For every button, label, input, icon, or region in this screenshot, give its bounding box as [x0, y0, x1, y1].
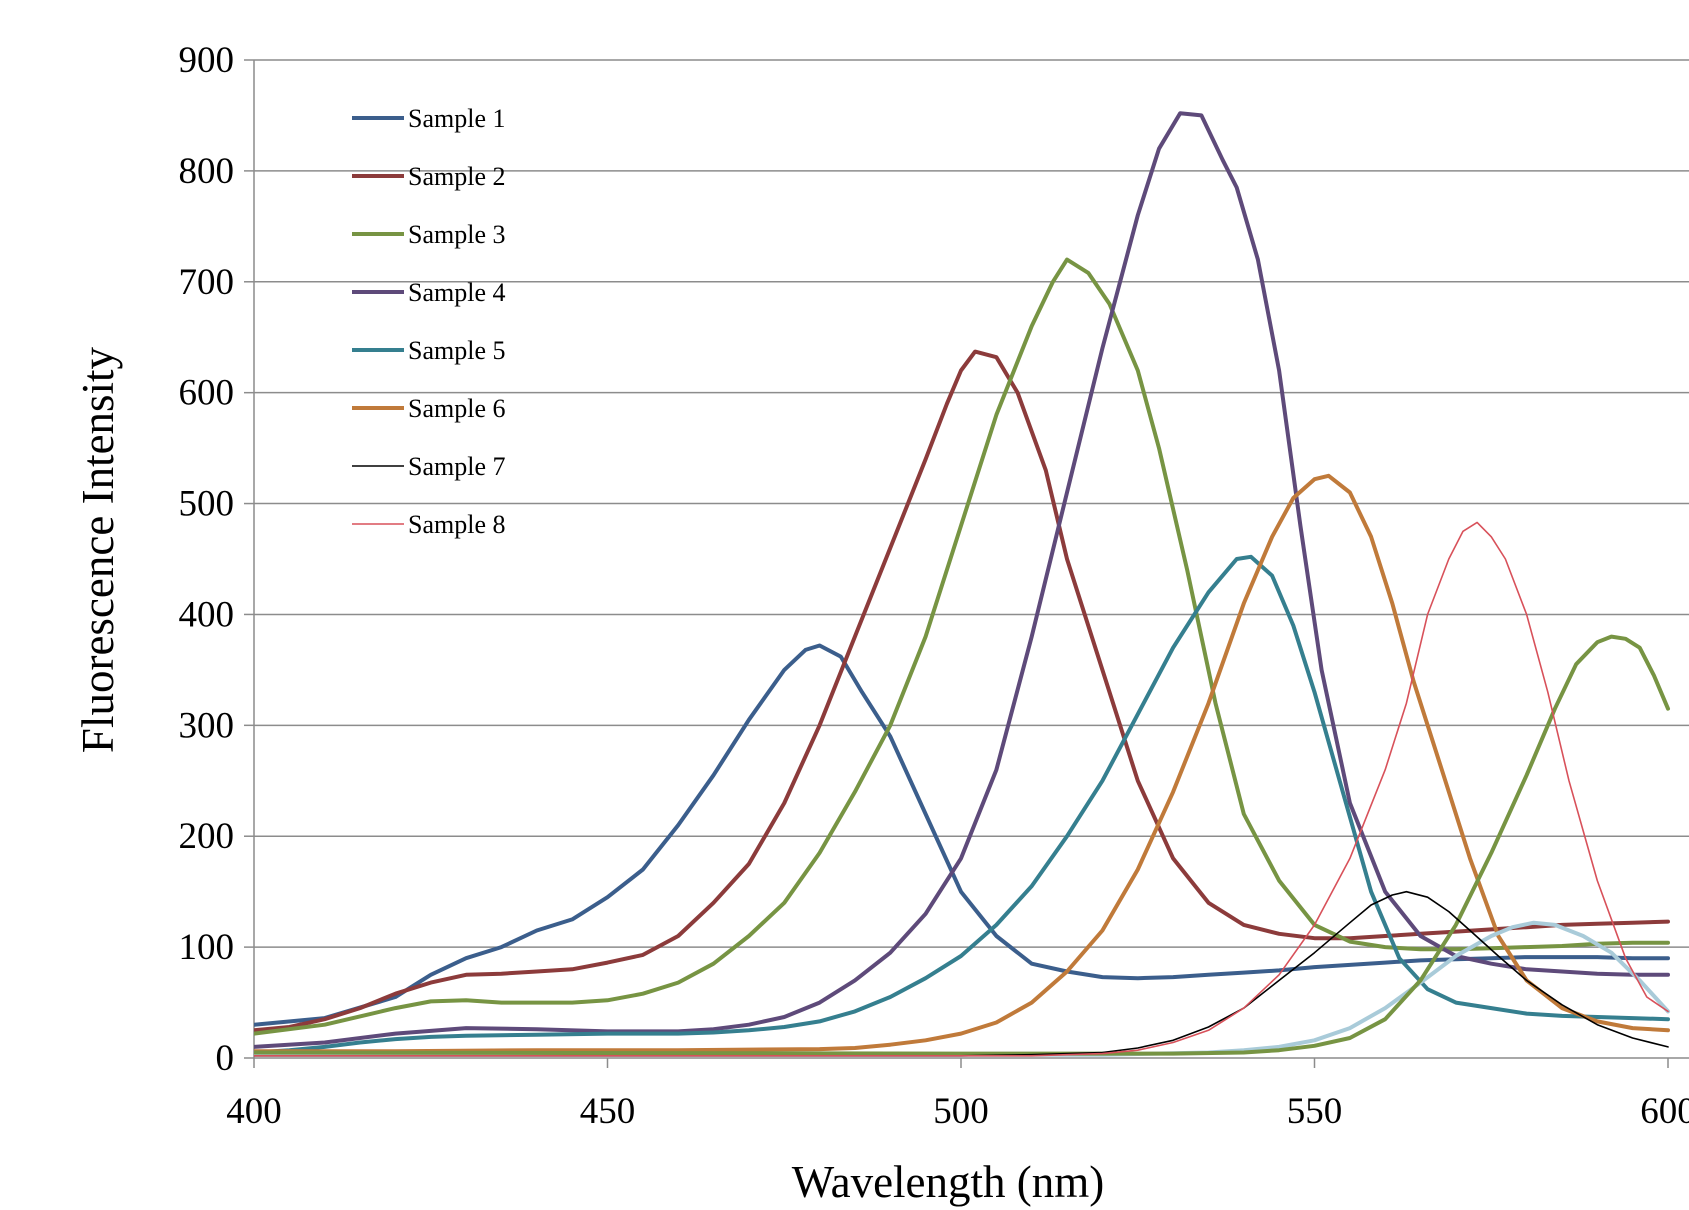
series-line-6 [254, 473, 1670, 1054]
grid-layer [254, 59, 1689, 948]
series-line-1 [254, 643, 1670, 1027]
y-tick-label: 800 [179, 151, 235, 192]
legend-label: Sample 8 [408, 510, 506, 539]
y-tick-label: 200 [179, 816, 235, 857]
y-tick-label: 400 [179, 594, 235, 635]
series-line-10 [254, 634, 1670, 1056]
x-tick-label: 450 [580, 1091, 636, 1132]
legend-label: Sample 5 [408, 336, 506, 365]
legend-label: Sample 1 [408, 104, 506, 133]
y-tick-label: 100 [179, 927, 235, 968]
y-tick-label: 600 [179, 373, 235, 414]
series-layer [254, 111, 1670, 1057]
y-tick-label: 300 [179, 705, 235, 746]
y-tick-label: 500 [179, 484, 235, 525]
legend-label: Sample 4 [408, 278, 506, 307]
legend-label: Sample 3 [408, 220, 506, 249]
series-line-3 [254, 257, 1670, 1036]
legend-label: Sample 6 [408, 394, 506, 423]
x-tick-label: 500 [933, 1091, 989, 1132]
tick-layer: 0 100 200 300 400 500 600 700 800 900 400 450 500 550… [179, 40, 1689, 1132]
series-line-8 [254, 521, 1669, 1057]
y-tick-label: 0 [216, 1038, 235, 1079]
y-tick-label: 700 [179, 262, 235, 303]
x-tick-label: 600 [1640, 1091, 1689, 1132]
x-axis-title: Wavelength (nm) [792, 1157, 1105, 1207]
y-axis-title: Fluorescence Intensity [73, 346, 123, 753]
series-line-2 [254, 349, 1670, 1033]
series-line-5 [254, 554, 1670, 1055]
x-tick-label: 550 [1287, 1091, 1343, 1132]
y-tick-label: 900 [179, 40, 235, 81]
legend-label: Sample 2 [408, 162, 506, 191]
axis-layer [253, 60, 1689, 1059]
series-line-4 [254, 111, 1670, 1049]
series-line-7 [254, 890, 1669, 1057]
legend-label: Sample 7 [408, 452, 506, 481]
legend: Sample 1 Sample 2 Sample 3 Sample 4 Sample 5… [352, 104, 506, 539]
x-tick-label: 400 [226, 1091, 282, 1132]
